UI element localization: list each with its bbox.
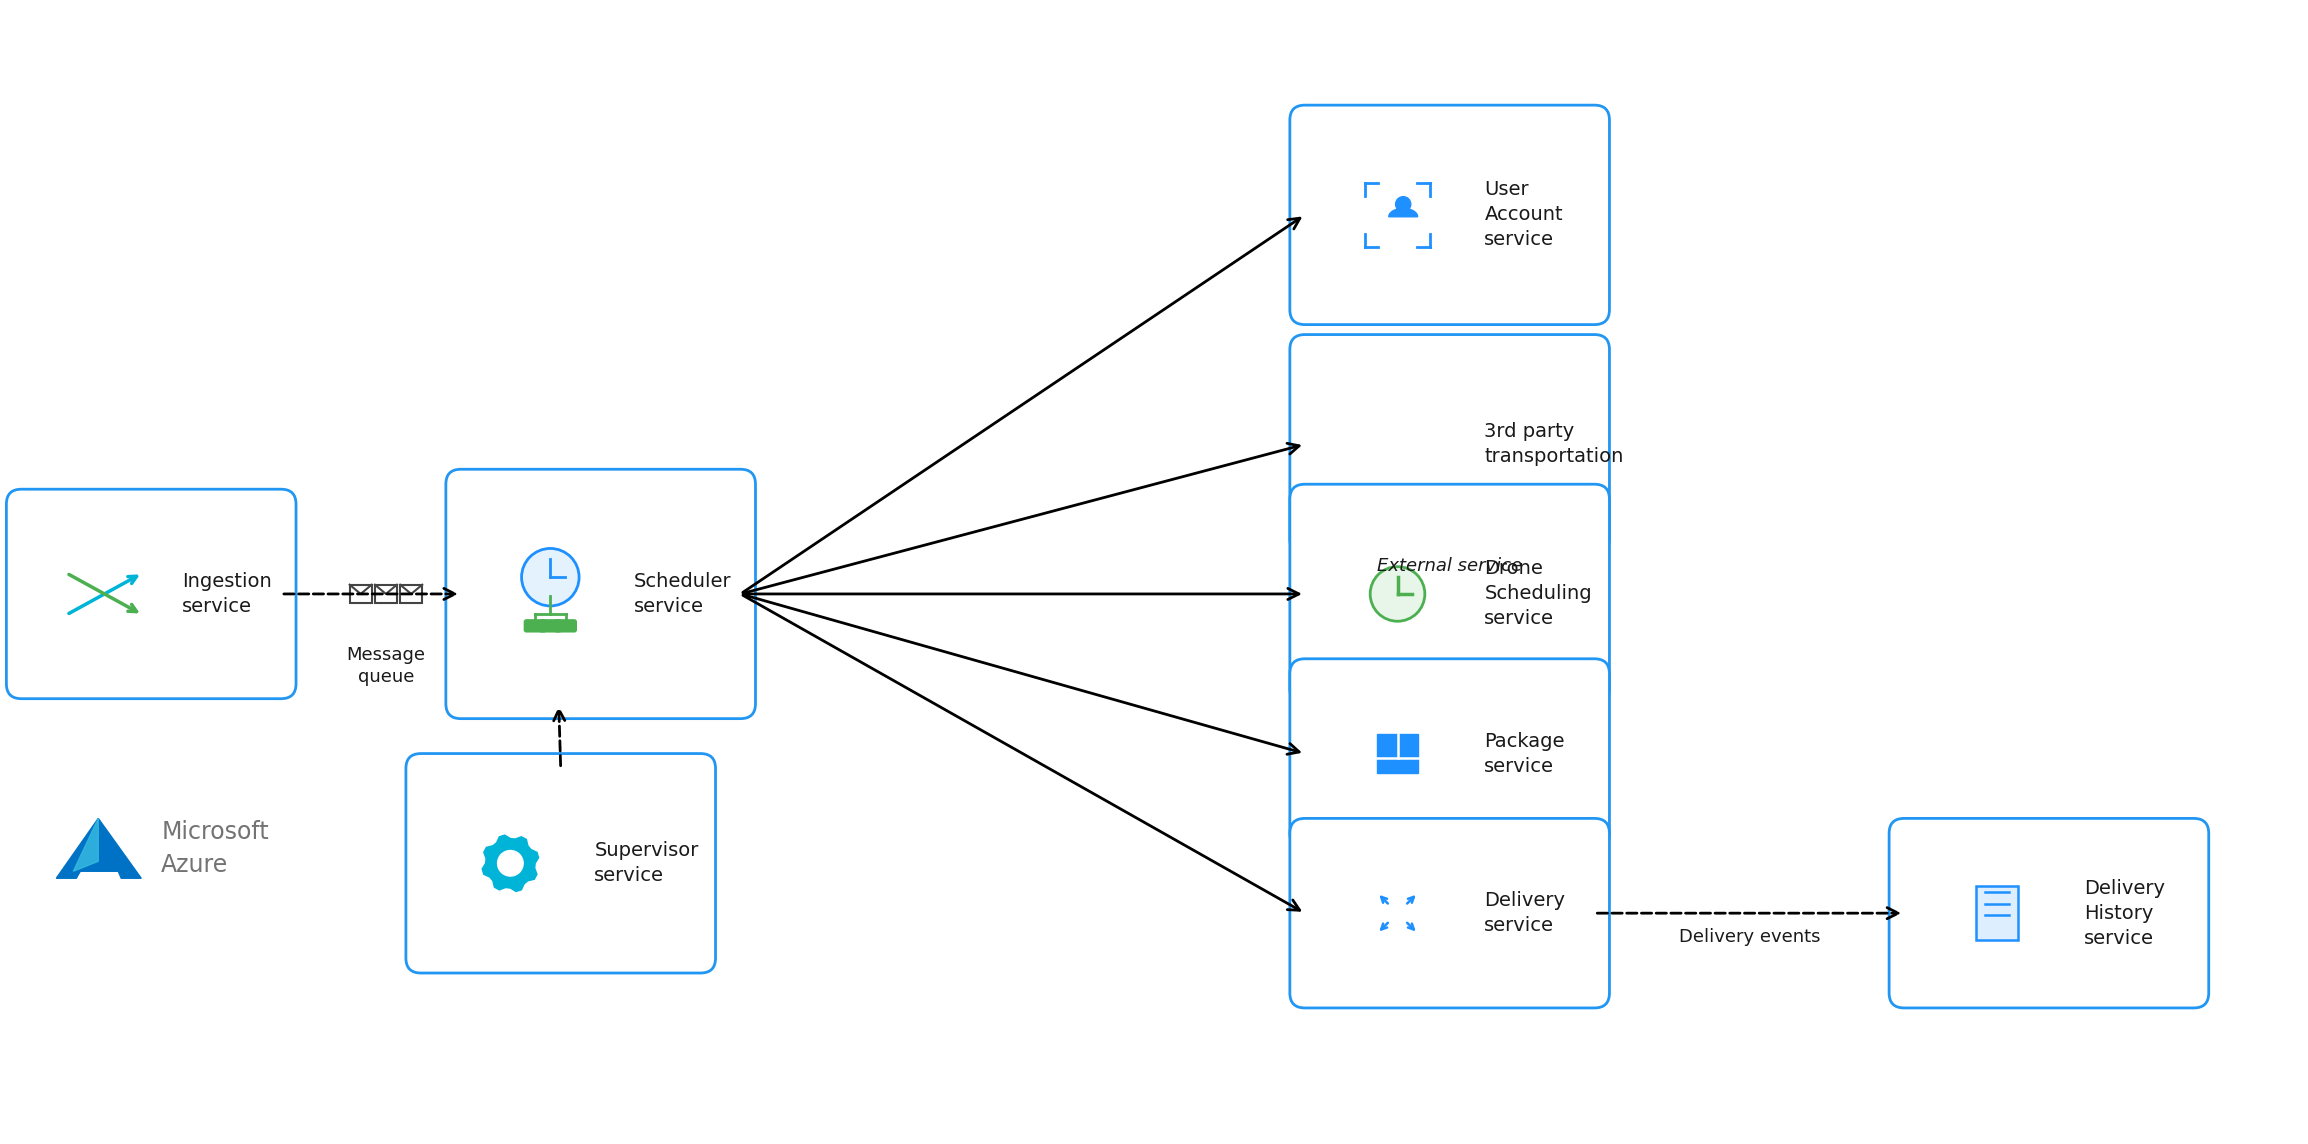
Text: Drone
Scheduling
service: Drone Scheduling service [1484, 559, 1593, 628]
Polygon shape [1389, 208, 1417, 216]
FancyBboxPatch shape [7, 490, 295, 699]
FancyBboxPatch shape [1290, 659, 1609, 849]
Text: Message
queue: Message queue [346, 646, 425, 686]
Text: Supervisor
service: Supervisor service [593, 841, 699, 885]
FancyBboxPatch shape [524, 620, 547, 631]
FancyBboxPatch shape [399, 585, 422, 603]
FancyBboxPatch shape [1976, 885, 2017, 940]
FancyBboxPatch shape [1890, 818, 2209, 1008]
FancyBboxPatch shape [406, 754, 715, 974]
Text: Package
service: Package service [1484, 731, 1565, 776]
FancyBboxPatch shape [1290, 818, 1609, 1008]
FancyBboxPatch shape [540, 620, 561, 631]
Circle shape [499, 850, 524, 876]
FancyBboxPatch shape [374, 585, 397, 603]
Polygon shape [74, 818, 99, 872]
FancyBboxPatch shape [1290, 484, 1609, 704]
Text: 3rd party
transportation: 3rd party transportation [1484, 422, 1625, 467]
Polygon shape [482, 835, 538, 891]
Text: Ingestion
service: Ingestion service [182, 572, 272, 615]
Circle shape [1371, 566, 1424, 621]
Circle shape [1396, 197, 1410, 212]
FancyBboxPatch shape [554, 620, 577, 631]
FancyBboxPatch shape [1376, 734, 1419, 772]
Text: Scheduler
service: Scheduler service [635, 572, 732, 615]
Text: Delivery events: Delivery events [1678, 928, 1821, 946]
Text: Delivery
History
service: Delivery History service [2084, 879, 2165, 947]
Polygon shape [55, 818, 141, 879]
Text: User
Account
service: User Account service [1484, 181, 1563, 249]
Text: Microsoft
Azure: Microsoft Azure [162, 819, 270, 877]
Text: External service: External service [1378, 557, 1523, 575]
FancyBboxPatch shape [1290, 105, 1609, 325]
FancyBboxPatch shape [1290, 334, 1609, 554]
Text: Delivery
service: Delivery service [1484, 891, 1565, 935]
FancyBboxPatch shape [351, 585, 372, 603]
FancyBboxPatch shape [445, 469, 755, 718]
Circle shape [522, 548, 579, 606]
